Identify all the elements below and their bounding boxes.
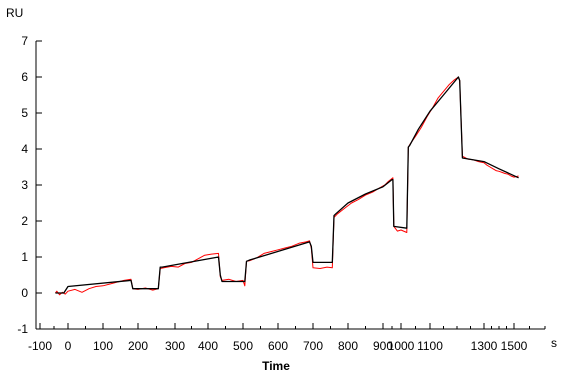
y-tick-label: 3 — [21, 178, 28, 192]
x-tick-label: 1000 — [388, 339, 415, 353]
y-tick-label: 1 — [21, 250, 28, 264]
x-tick-label: 600 — [268, 339, 288, 353]
x-tick-label: 0 — [65, 339, 72, 353]
y-axis-title: RU — [6, 6, 23, 20]
series-layer — [55, 76, 519, 296]
x-tick-label: 200 — [128, 339, 148, 353]
x-tick-label: 300 — [165, 339, 185, 353]
x-axis-unit: s — [551, 336, 557, 350]
x-tick-label: 800 — [338, 339, 358, 353]
x-tick-label: 1300 — [471, 339, 498, 353]
x-axis-title: Time — [262, 359, 290, 373]
x-tick-label: 500 — [233, 339, 253, 353]
x-tick-label: 1100 — [417, 339, 443, 353]
y-tick-label: 6 — [21, 70, 28, 84]
x-tick-label: 100 — [93, 339, 113, 353]
fit-curve-line — [55, 76, 519, 294]
y-tick-label: 4 — [21, 142, 28, 156]
y-axis: -1 0 1 2 3 4 5 6 7 — [17, 34, 42, 336]
x-tick-label: 1500 — [501, 339, 528, 353]
y-tick-label: 0 — [21, 286, 28, 300]
x-tick-label: 700 — [303, 339, 323, 353]
y-tick-label: 2 — [21, 214, 28, 228]
y-tick-label: 7 — [21, 34, 28, 48]
y-tick-label: -1 — [17, 322, 28, 336]
x-tick-label: 400 — [198, 339, 218, 353]
x-tick-label: 900 — [373, 339, 393, 353]
y-tick-label: 5 — [21, 106, 28, 120]
x-tick-label: -100 — [28, 339, 52, 353]
